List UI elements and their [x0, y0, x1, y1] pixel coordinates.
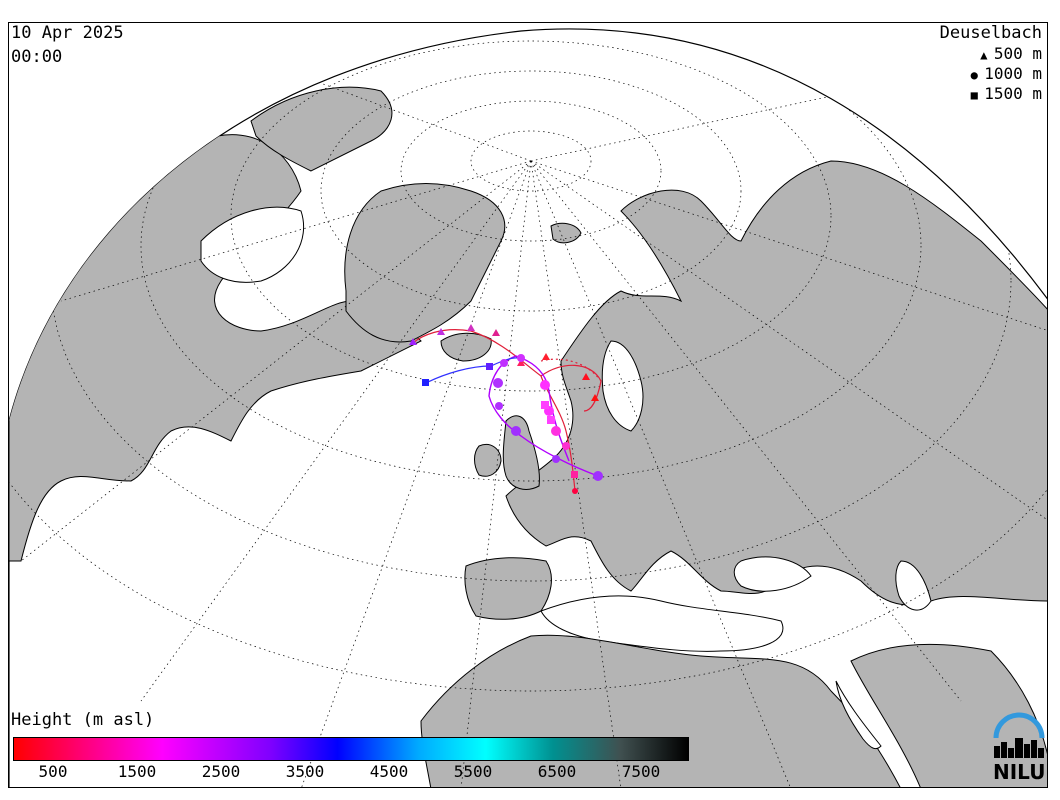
origin-marker	[572, 488, 578, 494]
land-ireland	[474, 444, 502, 477]
marker-triangle	[517, 359, 525, 366]
marker-triangle	[492, 329, 500, 336]
colorbar-tick: 2500	[201, 762, 241, 781]
marker-square	[541, 401, 549, 409]
marker-square	[486, 363, 493, 370]
colorbar-ticks: 500 1500 2500 3500 4500 5500 6500 7500	[13, 762, 689, 784]
marker-circle	[495, 402, 503, 410]
colorbar-tick: 1500	[117, 762, 157, 781]
station-name: Deuselbach	[939, 23, 1042, 43]
height-colorbar	[13, 737, 689, 761]
colorbar-tick: 5500	[453, 762, 493, 781]
land-svalbard	[550, 222, 582, 244]
map-canvas	[9, 28, 1047, 787]
marker-square	[422, 379, 429, 386]
date-label: 10 Apr 2025	[11, 23, 124, 43]
marker-circle	[511, 426, 521, 436]
time-label: 00:00	[11, 47, 63, 67]
legend-label: 1000 m	[984, 64, 1042, 83]
hudson-bay	[200, 206, 305, 283]
black-sea	[733, 556, 812, 592]
colorbar-title: Height (m asl)	[11, 710, 155, 730]
marker-triangle	[409, 338, 417, 345]
marker-circle	[562, 442, 570, 450]
colorbar-tick: 500	[38, 762, 68, 781]
trajectory-markers	[409, 324, 603, 494]
caspian-sea	[895, 560, 932, 611]
marker-circle	[551, 426, 561, 436]
marker-triangle	[582, 373, 590, 380]
colorbar-tick: 4500	[369, 762, 409, 781]
marker-circle	[517, 354, 525, 362]
legend-item-500m: ▲ 500 m	[974, 45, 1042, 64]
circle-icon: ●	[970, 68, 978, 82]
marker-square	[547, 416, 555, 424]
legend-item-1000m: ● 1000 m	[964, 65, 1042, 84]
legend-item-1500m: ■ 1500 m	[964, 85, 1042, 104]
marker-triangle	[591, 394, 599, 401]
marker-circle	[493, 378, 503, 388]
marker-square	[571, 471, 578, 478]
land-greenland	[344, 183, 506, 343]
baltic-sea	[601, 340, 644, 432]
legend-label: 500 m	[993, 44, 1042, 63]
marker-circle	[540, 380, 550, 390]
legend-label: 1500 m	[984, 84, 1042, 103]
triangle-icon: ▲	[980, 48, 988, 62]
square-icon: ■	[970, 88, 978, 102]
nilu-logo-text: NILU	[993, 760, 1046, 784]
marker-triangle	[542, 353, 550, 360]
marker-circle	[593, 471, 603, 481]
nilu-logo-icon	[993, 712, 1045, 758]
marker-triangle	[437, 328, 445, 335]
marker-triangle	[467, 324, 475, 331]
land-arctic-islands	[250, 86, 393, 172]
marker-circle	[500, 359, 508, 367]
colorbar-tick: 6500	[537, 762, 577, 781]
red-sea	[835, 680, 882, 750]
trajectories	[412, 329, 602, 492]
trajectory-1000m	[488, 355, 599, 477]
colorbar-tick: 3500	[285, 762, 325, 781]
land-iberia	[464, 557, 552, 620]
marker-circle	[552, 455, 560, 463]
land-iceland	[440, 332, 492, 362]
graticule	[9, 28, 1047, 787]
map-frame	[8, 22, 1048, 788]
colorbar-tick: 7500	[621, 762, 661, 781]
